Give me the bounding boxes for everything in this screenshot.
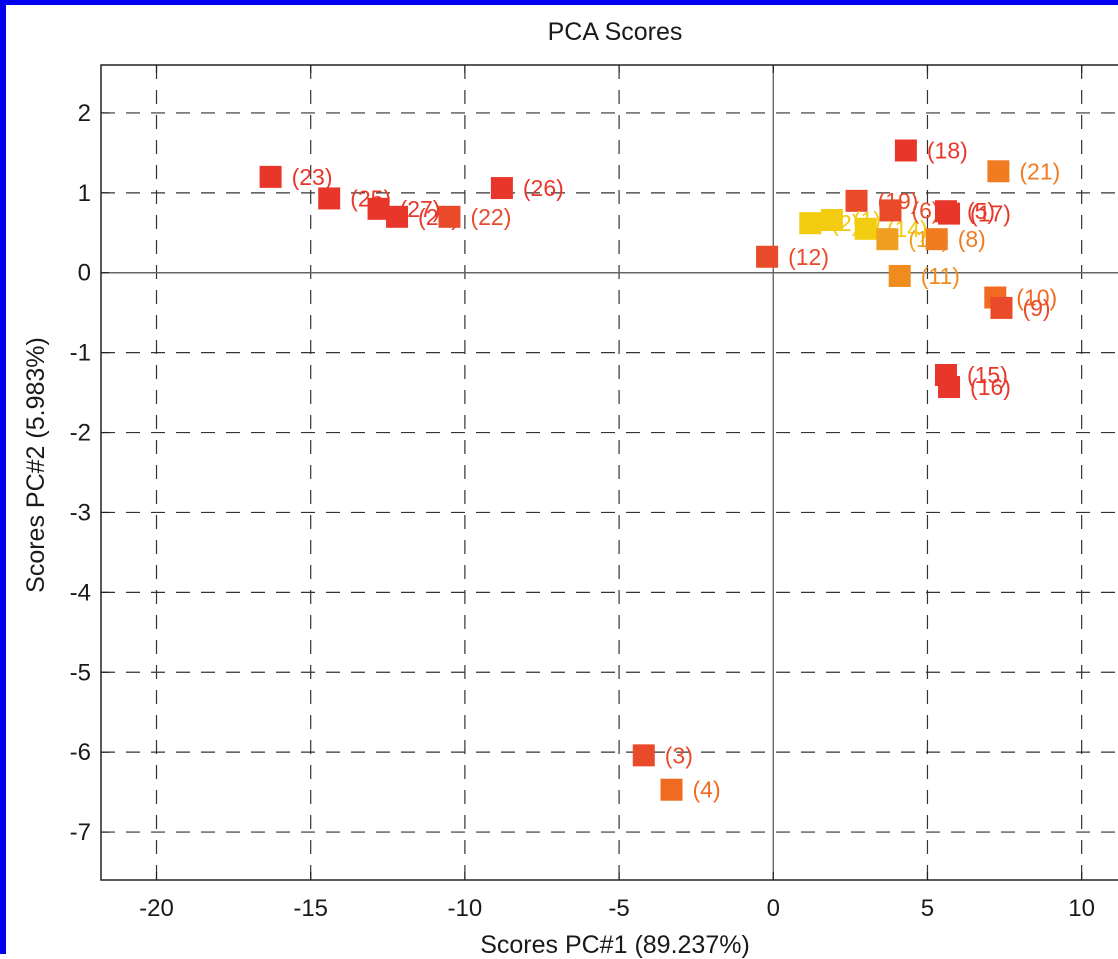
score-point-label: (23) — [292, 164, 333, 190]
y-tick-label: -6 — [70, 739, 91, 766]
y-axis-label: Scores PC#2 (5.983%) — [22, 337, 50, 593]
score-point: (17) — [938, 201, 1011, 227]
score-point: (8) — [925, 226, 986, 252]
y-tick-label: -7 — [70, 819, 91, 846]
x-tick-label: -15 — [293, 895, 328, 922]
x-tick-label: 10 — [1068, 895, 1095, 922]
score-point: (11) — [888, 263, 960, 289]
score-point: (21) — [987, 158, 1060, 184]
y-tick-label: 2 — [78, 100, 91, 127]
score-marker — [259, 165, 282, 188]
score-marker — [990, 296, 1013, 319]
score-marker — [660, 778, 683, 801]
score-marker — [438, 205, 461, 228]
score-marker — [756, 245, 779, 268]
score-point: (12) — [756, 244, 829, 270]
score-point-label: (16) — [970, 374, 1011, 400]
score-marker — [854, 217, 877, 240]
score-points: (23)(25)(27)(24)(22)(26)(12)(18)(21)(19)… — [259, 137, 1060, 803]
y-tick-label: -4 — [70, 579, 91, 606]
score-marker — [632, 744, 655, 767]
pca-scores-chart: PCA Scores -20 -15 -10 -5 0 5 10210-1-2-3-4-5-… — [22, 18, 1118, 959]
score-point-label: (8) — [958, 226, 986, 252]
x-tick-label: -5 — [608, 895, 629, 922]
score-point-label: (3) — [665, 742, 693, 768]
y-tick-label: -1 — [70, 340, 91, 367]
score-point-label: (21) — [1019, 158, 1060, 184]
score-point-label: (22) — [470, 204, 511, 230]
score-marker — [876, 228, 899, 251]
score-marker — [938, 202, 961, 225]
y-tick-label: -3 — [70, 499, 91, 526]
score-point: (22) — [438, 204, 511, 230]
score-point-label: (18) — [927, 137, 968, 163]
score-marker — [490, 177, 513, 200]
grid — [101, 65, 1118, 880]
score-point: (6) — [879, 197, 940, 223]
score-marker — [987, 160, 1010, 183]
y-tick-label: -5 — [70, 659, 91, 686]
chart-title: PCA Scores — [548, 18, 683, 46]
score-point-label: (4) — [693, 777, 721, 803]
score-point-label: (12) — [788, 244, 829, 270]
x-axis-label: Scores PC#1 (89.237%) — [480, 931, 750, 959]
plot-area-border — [100, 64, 1118, 881]
score-point: (9) — [990, 295, 1051, 321]
score-marker — [820, 209, 843, 232]
score-point-label: (5) — [967, 198, 995, 224]
x-tick-label: 0 — [767, 895, 780, 922]
score-point: (16) — [938, 374, 1011, 400]
score-point-label: (15) — [967, 362, 1008, 388]
score-marker — [925, 228, 948, 251]
score-marker — [386, 205, 409, 228]
score-point: (18) — [894, 137, 968, 163]
score-point-label: (26) — [523, 175, 564, 201]
score-point-label: (9) — [1022, 295, 1050, 321]
score-point: (26) — [490, 175, 564, 201]
zero-lines — [101, 65, 1118, 880]
y-tick-label: 1 — [78, 180, 91, 207]
x-tick-label: 5 — [921, 895, 934, 922]
score-point-label: (6) — [911, 197, 939, 223]
score-marker — [799, 212, 822, 235]
score-marker — [367, 197, 390, 220]
score-marker — [938, 376, 961, 399]
score-marker — [894, 139, 917, 162]
score-marker — [318, 187, 341, 210]
score-point-label: (10) — [1016, 285, 1057, 311]
score-point: (3) — [632, 742, 693, 768]
score-point-label: (11) — [921, 263, 960, 289]
y-tick-label: -2 — [70, 420, 91, 447]
score-point: (4) — [660, 777, 721, 803]
score-point: (23) — [259, 164, 333, 190]
x-tick-label: -10 — [448, 895, 483, 922]
score-marker — [845, 189, 868, 212]
score-point-label: (17) — [970, 201, 1011, 227]
score-marker — [888, 264, 911, 287]
y-tick-label: 0 — [78, 260, 91, 287]
score-marker — [879, 199, 902, 222]
x-tick-label: -20 — [139, 895, 174, 922]
